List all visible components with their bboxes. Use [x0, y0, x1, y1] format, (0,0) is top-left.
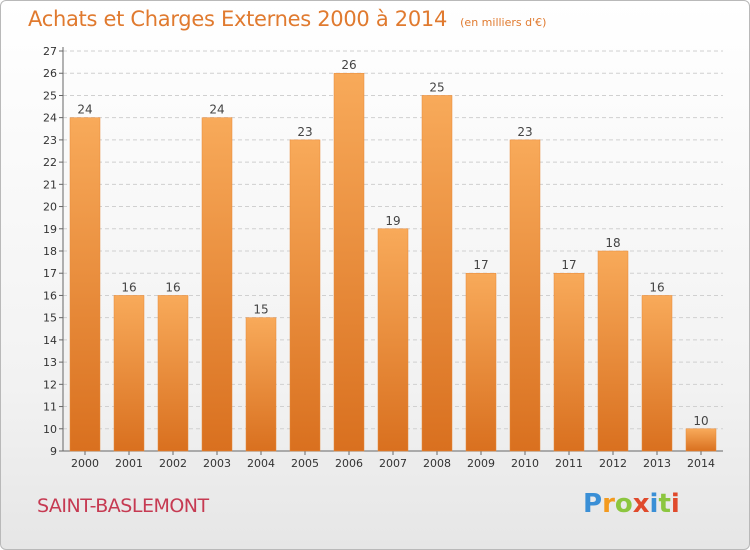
logo-letter: i — [670, 489, 680, 519]
y-tick-label: 9 — [50, 445, 57, 458]
x-tick-label: 2006 — [335, 457, 363, 470]
logo-letter: t — [658, 489, 671, 519]
y-tick-label: 17 — [43, 267, 57, 280]
bar[interactable] — [685, 428, 717, 452]
data-label: 15 — [253, 303, 268, 317]
proxiti-logo[interactable]: Proxiti — [583, 489, 680, 519]
x-tick-label: 2002 — [159, 457, 187, 470]
y-tick-label: 21 — [43, 178, 57, 191]
data-label: 16 — [649, 280, 664, 294]
y-tick-label: 18 — [43, 245, 57, 258]
bar[interactable] — [421, 95, 453, 452]
x-tick-label: 2007 — [379, 457, 407, 470]
x-tick-label: 2008 — [423, 457, 451, 470]
y-tick-label: 11 — [43, 401, 57, 414]
bar[interactable] — [641, 295, 673, 452]
bar[interactable] — [465, 272, 497, 452]
data-label: 17 — [561, 258, 576, 272]
data-label: 24 — [77, 103, 92, 117]
x-tick-label: 2003 — [203, 457, 231, 470]
y-tick-label: 12 — [43, 378, 57, 391]
bar[interactable] — [201, 117, 233, 452]
x-tick-label: 2013 — [643, 457, 671, 470]
commune-name: SAINT-BASLEMONT — [37, 495, 209, 517]
y-tick-label: 25 — [43, 89, 57, 102]
y-tick-label: 22 — [43, 156, 57, 169]
data-label: 19 — [385, 214, 400, 228]
bar[interactable] — [245, 317, 277, 452]
chart-subtitle: (en milliers d'€) — [460, 16, 547, 29]
bar[interactable] — [333, 72, 365, 452]
y-tick-label: 15 — [43, 312, 57, 325]
x-tick-label: 2000 — [71, 457, 99, 470]
y-tick-label: 19 — [43, 223, 57, 236]
bar[interactable] — [113, 295, 145, 452]
logo-letter: x — [632, 489, 650, 519]
data-label: 10 — [693, 414, 708, 428]
chart-title: Achats et Charges Externes 2000 à 2014 — [28, 7, 448, 31]
axes: 9 10 11 12 13 14 15 16 17 18 19 20 21 22 23 24 25 26 27 200… — [43, 45, 723, 470]
y-tick-label: 24 — [43, 112, 57, 125]
data-label: 16 — [121, 280, 136, 294]
logo-letter: P — [583, 489, 603, 519]
x-tick-label: 2014 — [687, 457, 715, 470]
y-tick-label: 23 — [43, 134, 57, 147]
y-tick-label: 14 — [43, 334, 57, 347]
x-tick-label: 2005 — [291, 457, 319, 470]
data-label: 24 — [209, 103, 224, 117]
logo-letter: i — [649, 489, 659, 519]
y-tick-label: 20 — [43, 201, 57, 214]
data-label: 23 — [517, 125, 532, 139]
logo-letter: r — [602, 489, 615, 519]
logo-letter: o — [614, 489, 633, 519]
data-label: 18 — [605, 236, 620, 250]
data-labels: 24 16 16 24 15 23 26 19 25 17 23 17 18 16 10 — [77, 58, 708, 428]
y-tick-label: 13 — [43, 356, 57, 369]
data-label: 26 — [341, 58, 356, 72]
x-tick-label: 2009 — [467, 457, 495, 470]
data-label: 25 — [429, 80, 444, 94]
x-tick-label: 2012 — [599, 457, 627, 470]
bars — [69, 72, 717, 452]
y-tick-label: 16 — [43, 289, 57, 302]
data-label: 16 — [165, 280, 180, 294]
bar[interactable] — [509, 139, 541, 452]
y-tick-label: 27 — [43, 45, 57, 58]
bar[interactable] — [597, 250, 629, 452]
bar[interactable] — [377, 228, 409, 452]
chart-header: Achats et Charges Externes 2000 à 2014 (… — [28, 7, 546, 31]
data-label: 17 — [473, 258, 488, 272]
bar[interactable] — [69, 117, 101, 452]
y-tick-label: 10 — [43, 423, 57, 436]
x-tick-label: 2001 — [115, 457, 143, 470]
bar[interactable] — [289, 139, 321, 452]
bar[interactable] — [157, 295, 189, 452]
x-tick-label: 2004 — [247, 457, 275, 470]
bar[interactable] — [553, 272, 585, 452]
data-label: 23 — [297, 125, 312, 139]
y-tick-label: 26 — [43, 67, 57, 80]
x-tick-label: 2011 — [555, 457, 583, 470]
x-tick-label: 2010 — [511, 457, 539, 470]
